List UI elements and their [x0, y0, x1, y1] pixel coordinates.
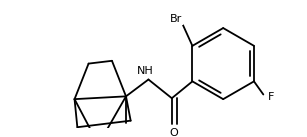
Text: O: O [169, 128, 178, 137]
Text: NH: NH [137, 66, 154, 76]
Text: F: F [268, 92, 274, 102]
Text: Br: Br [169, 14, 182, 24]
